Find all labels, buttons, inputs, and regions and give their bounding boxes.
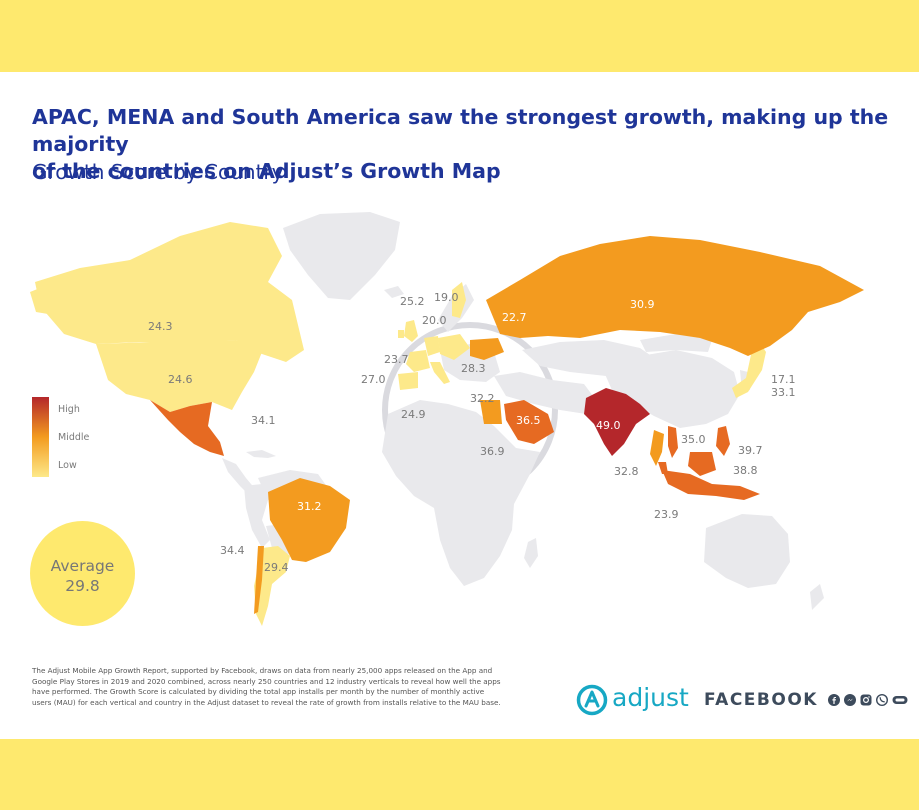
label-japan-north: 17.1 <box>771 373 796 386</box>
label-egypt: 32.2 <box>470 392 495 405</box>
highest-score-countries <box>584 388 650 456</box>
title-line-1: APAC, MENA and South America saw the str… <box>32 105 889 156</box>
india-shape <box>584 388 650 456</box>
nodata-land <box>222 212 824 610</box>
value-labels: 24.3 24.6 34.1 31.2 34.4 29.4 25.2 19.0 … <box>148 291 796 574</box>
messenger-icon <box>844 694 856 706</box>
label-uk: 25.2 <box>400 295 425 308</box>
saudi-arabia-shape <box>504 400 554 444</box>
adjust-wordmark: adjust <box>612 683 689 712</box>
bottom-yellow-band <box>0 739 919 810</box>
label-malaysia: 38.8 <box>733 464 758 477</box>
caribbean-shape <box>246 450 276 458</box>
new-zealand-shape <box>810 584 824 610</box>
thailand-shape <box>650 430 664 466</box>
label-brazil: 31.2 <box>297 500 322 513</box>
label-russia: 30.9 <box>630 298 655 311</box>
whatsapp-icon <box>876 694 888 706</box>
label-eastern-europe: 28.3 <box>461 362 486 375</box>
australia-shape <box>704 514 790 588</box>
middle-east-grey-shape <box>494 372 596 414</box>
title-line-2: of the countries on Adjust’s Growth Map <box>32 159 501 183</box>
adjust-logo <box>576 684 608 716</box>
madagascar-shape <box>524 538 538 568</box>
france-shape <box>406 350 430 372</box>
label-ukraine: 22.7 <box>502 311 527 324</box>
mexico-shape <box>150 400 224 456</box>
label-sweden: 19.0 <box>434 291 459 304</box>
chile-shape <box>254 546 264 614</box>
average-label: Average <box>50 557 115 575</box>
egypt-shape <box>480 400 502 424</box>
label-japan: 33.1 <box>771 386 796 399</box>
japan-shape <box>732 340 766 398</box>
adjust-mark-icon <box>576 684 608 716</box>
germany-shape <box>424 336 440 356</box>
label-chile: 34.4 <box>220 544 245 557</box>
usa-shape <box>96 340 262 412</box>
legend-middle-label: Middle <box>58 432 90 443</box>
label-philippines: 39.7 <box>738 444 763 457</box>
italy-shape <box>430 362 450 384</box>
argentina-shape <box>254 546 290 626</box>
west-south-america-shape <box>244 484 270 548</box>
label-india: 49.0 <box>596 419 621 432</box>
ireland-shape <box>398 330 404 338</box>
label-saudi-arabia: 36.5 <box>516 414 541 427</box>
label-central-america: 34.1 <box>251 414 276 427</box>
ukraine-shape <box>470 338 504 360</box>
malaysia-shape <box>658 462 668 474</box>
label-italy: 24.9 <box>401 408 426 421</box>
upper-score-countries <box>150 400 760 500</box>
eastern-europe-shape <box>438 334 470 360</box>
philippines-shape <box>716 426 730 456</box>
indonesia-shape <box>662 470 760 500</box>
label-sri-lanka: 32.8 <box>614 465 639 478</box>
spain-shape <box>398 372 418 390</box>
russia-shape <box>486 236 864 356</box>
adjust-mark-inner <box>584 690 600 708</box>
page-title: APAC, MENA and South America saw the str… <box>32 104 902 185</box>
facebook-wordmark: FACEBOOK <box>704 690 818 710</box>
sweden-shape <box>452 282 466 318</box>
vietnam-shape <box>668 426 678 458</box>
label-spain: 27.0 <box>361 373 386 386</box>
china-shape <box>604 350 740 428</box>
legend-color-bar <box>32 397 49 477</box>
label-indonesia: 23.9 <box>654 508 679 521</box>
africa-shape <box>382 400 540 586</box>
facebook-icon <box>828 694 840 706</box>
label-vietnam: 35.0 <box>681 433 706 446</box>
average-value: 29.8 <box>65 577 100 595</box>
legend-high-label: High <box>58 404 80 415</box>
canada-shape <box>35 222 304 362</box>
brazil-shape <box>268 478 350 562</box>
oculus-icon <box>892 696 908 704</box>
label-usa: 24.6 <box>168 373 193 386</box>
low-score-countries <box>30 222 766 626</box>
footnote-text: The Adjust Mobile App Growth Report, sup… <box>32 666 501 707</box>
label-france: 23.7 <box>384 353 409 366</box>
mid-score-countries <box>254 236 864 614</box>
alaska-shape <box>30 280 72 316</box>
instagram-icon <box>860 694 872 706</box>
label-germany: 20.0 <box>422 314 447 327</box>
label-argentina: 29.4 <box>264 561 289 574</box>
borneo-shape <box>688 452 716 476</box>
mongolia-shape <box>640 334 712 352</box>
iceland-shape <box>384 286 404 298</box>
label-north-africa: 36.9 <box>480 445 505 458</box>
legend-low-label: Low <box>58 460 77 471</box>
greenland-shape <box>283 212 400 300</box>
top-yellow-band <box>0 0 919 72</box>
map-subtitle: Growth Score by Country <box>32 160 284 184</box>
average-badge: Average 29.8 <box>30 521 135 626</box>
label-canada: 24.3 <box>148 320 173 333</box>
uk-shape <box>404 320 418 342</box>
